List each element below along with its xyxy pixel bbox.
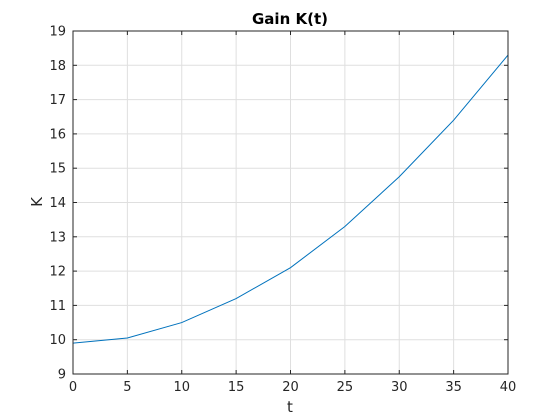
x-tick-label: 30 bbox=[391, 380, 408, 395]
y-axis-label: K bbox=[28, 196, 46, 207]
x-tick-label: 35 bbox=[445, 380, 462, 395]
y-tick-label: 14 bbox=[49, 196, 66, 211]
x-tick-label: 0 bbox=[69, 380, 77, 395]
x-tick-label: 15 bbox=[228, 380, 245, 395]
chart-title: Gain K(t) bbox=[252, 10, 328, 28]
y-tick-label: 12 bbox=[49, 265, 66, 280]
y-tick-label: 18 bbox=[49, 59, 66, 74]
tick-marks bbox=[72, 30, 509, 375]
y-tick-label: 17 bbox=[49, 93, 66, 108]
series-line bbox=[72, 54, 509, 344]
x-tick-label: 25 bbox=[337, 380, 354, 395]
x-tick-label: 20 bbox=[282, 380, 299, 395]
series-layer bbox=[72, 54, 509, 344]
y-tick-labels: 9 10 11 12 13 14 15 16 17 18 19 bbox=[49, 25, 66, 383]
x-tick-label: 10 bbox=[173, 380, 190, 395]
y-tick-label: 9 bbox=[58, 368, 66, 383]
y-tick-label: 13 bbox=[49, 230, 66, 245]
y-tick-label: 15 bbox=[49, 162, 66, 177]
y-tick-label: 11 bbox=[49, 299, 66, 314]
x-tick-label: 40 bbox=[500, 380, 517, 395]
x-tick-labels: 0 5 10 15 20 25 30 35 40 bbox=[69, 380, 516, 395]
x-axis-label: t bbox=[287, 398, 293, 416]
y-tick-label: 10 bbox=[49, 333, 66, 348]
y-tick-label: 16 bbox=[49, 127, 66, 142]
y-tick-label: 19 bbox=[49, 25, 66, 40]
x-tick-label: 5 bbox=[123, 380, 131, 395]
